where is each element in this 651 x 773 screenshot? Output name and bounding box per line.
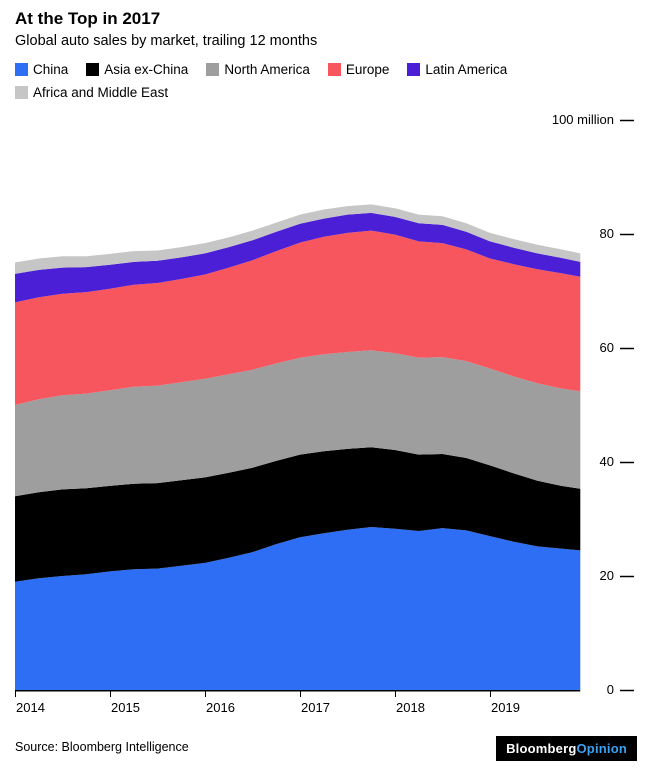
legend-label: Africa and Middle East [33, 85, 169, 100]
legend-item-latin-america: Latin America [407, 62, 507, 77]
chart-title: At the Top in 2017 [15, 9, 161, 28]
area-north-america [15, 350, 581, 497]
legend-item-africa-middle-east: Africa and Middle East [15, 85, 168, 100]
area-africa-middle-east [15, 204, 581, 274]
area-china [15, 527, 581, 690]
brand-opinion: Opinion [576, 741, 627, 756]
legend-label: Asia ex-China [104, 62, 189, 77]
legend-swatch-china [15, 63, 28, 76]
legend-swatch-north-america [206, 63, 220, 76]
chart-legend: China Asia ex-China North America Europe Lat… [15, 62, 637, 100]
area-europe [15, 230, 581, 405]
area-asia-ex-china [15, 447, 581, 582]
legend-item-europe: Europe [327, 62, 390, 77]
legend-label: North America [224, 62, 310, 77]
legend-label: Europe [345, 62, 390, 77]
legend-swatch-europe [327, 63, 341, 76]
legend-swatch-latin-america [407, 63, 421, 76]
bloomberg-opinion-logo: BloombergOpinion [496, 736, 637, 761]
brand-bloomberg: Bloomberg [506, 741, 577, 756]
chart-subtitle: Global auto sales by market, trailing 12… [15, 33, 318, 49]
source-note: Source: Bloomberg Intelligence [15, 740, 189, 754]
legend-swatch-asia-ex-china [86, 63, 100, 76]
legend-swatch-africa-middle-east [15, 86, 28, 99]
legend-item-china: China [15, 62, 68, 77]
area-latin-america [15, 212, 581, 303]
legend-item-north-america: North America [206, 62, 310, 77]
legend-label: China [33, 62, 69, 77]
legend-label: Latin America [425, 62, 508, 77]
legend-item-asia-ex-china: Asia ex-China [86, 62, 188, 77]
